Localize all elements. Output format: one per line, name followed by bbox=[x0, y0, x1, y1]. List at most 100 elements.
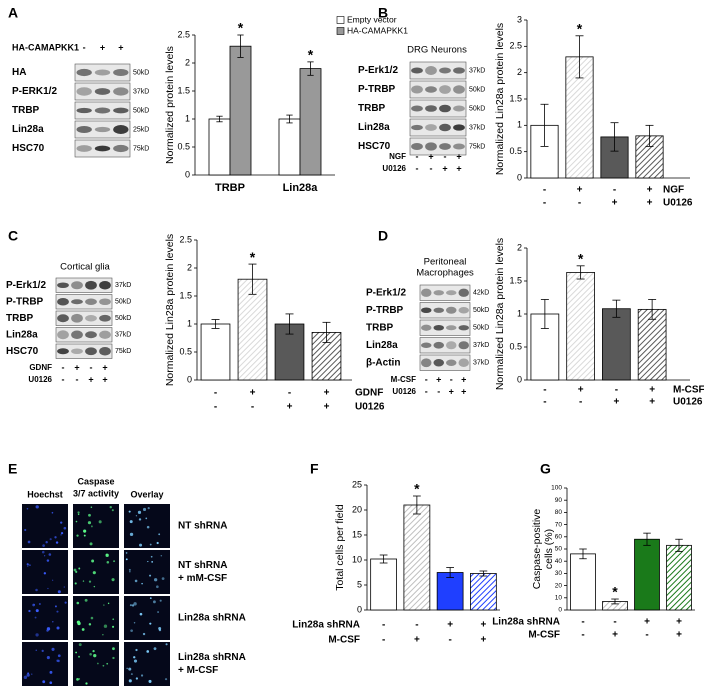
treatment-sign: + bbox=[436, 374, 441, 384]
blot-row-label: TRBP bbox=[358, 103, 386, 114]
cell-dot bbox=[135, 515, 138, 517]
cell-dot bbox=[113, 560, 116, 563]
blot-row-label: P-TRBP bbox=[366, 305, 404, 316]
condition-label: GDNF bbox=[355, 388, 383, 399]
blot-size: 50kD bbox=[473, 307, 489, 314]
blot-size: 50kD bbox=[473, 325, 489, 332]
y-tick-label: 0.5 bbox=[177, 141, 190, 151]
y-tick-label: 2.5 bbox=[177, 29, 190, 39]
cell-dot bbox=[41, 649, 44, 653]
y-axis-label: Caspase-positive bbox=[531, 509, 543, 590]
blot-band bbox=[433, 358, 444, 367]
blot-band bbox=[446, 341, 457, 350]
image-row-label: Lin28a shRNA bbox=[178, 652, 246, 663]
blot-band bbox=[421, 288, 432, 297]
bar bbox=[634, 538, 660, 611]
condition-sign: + bbox=[414, 635, 420, 646]
cell-dot bbox=[129, 571, 131, 573]
image-row-label: + M-CSF bbox=[178, 665, 218, 676]
blot-band bbox=[458, 341, 469, 350]
blot-size: 75kD bbox=[469, 143, 485, 150]
condition-sign: - bbox=[579, 397, 582, 408]
cell-dot bbox=[112, 656, 115, 660]
cell-dot bbox=[81, 628, 85, 631]
cell-dot bbox=[63, 526, 67, 530]
blot-band bbox=[85, 315, 97, 322]
significance-mark: * bbox=[578, 251, 584, 267]
condition-sign: + bbox=[324, 388, 330, 399]
significance-mark: * bbox=[238, 20, 244, 36]
treatment-sign: - bbox=[90, 362, 93, 372]
blot-row-label: TRBP bbox=[12, 105, 40, 116]
cell-dot bbox=[158, 533, 161, 536]
blot-band bbox=[57, 297, 69, 306]
condition-sign: - bbox=[543, 397, 546, 408]
condition-sign: + bbox=[480, 620, 486, 631]
condition-sign: - bbox=[382, 620, 385, 631]
treatment-sign: + bbox=[100, 42, 105, 52]
cell-dot bbox=[49, 670, 53, 674]
treatment-sign: + bbox=[74, 362, 79, 372]
cell-dot bbox=[78, 567, 81, 570]
blot-band bbox=[453, 105, 465, 112]
cell-dot bbox=[78, 643, 82, 647]
blot-band bbox=[446, 359, 457, 366]
cell-dot bbox=[47, 587, 49, 590]
cell-dot bbox=[89, 652, 92, 656]
blot-band bbox=[99, 314, 111, 322]
panel-letter: C bbox=[8, 228, 18, 244]
cell-dot bbox=[153, 647, 157, 651]
cell-dot bbox=[111, 578, 115, 582]
cell-dot bbox=[142, 632, 146, 636]
error-bar bbox=[576, 265, 585, 280]
condition-sign: - bbox=[415, 620, 418, 631]
cell-dot bbox=[26, 563, 29, 566]
legend-swatch bbox=[336, 27, 345, 35]
blot-band bbox=[71, 330, 83, 339]
cell-dot bbox=[130, 673, 133, 676]
cell-dot bbox=[93, 585, 96, 588]
error-bar bbox=[237, 34, 244, 58]
bar bbox=[602, 308, 631, 381]
blot-band bbox=[99, 347, 111, 356]
cell-dot bbox=[149, 543, 152, 546]
blot-band bbox=[113, 107, 129, 114]
blot-band bbox=[458, 307, 469, 314]
cell-dot bbox=[151, 561, 154, 563]
panel-letter: D bbox=[378, 228, 388, 244]
error-bar bbox=[611, 598, 619, 605]
cell-dot bbox=[126, 667, 128, 670]
blot-row-label: Lin28a bbox=[6, 329, 38, 340]
condition-sign: - bbox=[214, 402, 217, 413]
blot-band bbox=[433, 324, 444, 331]
error-bar bbox=[307, 61, 314, 76]
cell-dot bbox=[33, 603, 35, 606]
blot-band bbox=[113, 125, 129, 134]
cell-dot bbox=[35, 649, 38, 651]
blot-band bbox=[76, 145, 92, 152]
cell-dot bbox=[90, 525, 93, 528]
blot-size: 37kD bbox=[115, 332, 131, 339]
condition-sign: + bbox=[676, 630, 682, 641]
blot-row-label: P-Erk1/2 bbox=[6, 280, 46, 291]
cell-dot bbox=[147, 506, 150, 510]
blot-band bbox=[99, 281, 111, 290]
blot-band bbox=[446, 306, 457, 314]
condition-sign: - bbox=[543, 185, 546, 196]
cell-dot bbox=[102, 664, 105, 667]
cell-dot bbox=[139, 612, 143, 616]
cell-dot bbox=[89, 542, 93, 546]
blot-row-label: Lin28a bbox=[358, 122, 390, 133]
cell-dot bbox=[57, 590, 61, 594]
blot-size: 50kD bbox=[115, 315, 131, 322]
y-tick-label: 2 bbox=[517, 242, 522, 252]
blot-band bbox=[71, 281, 83, 290]
treatment-sign: - bbox=[76, 374, 79, 384]
cell-dot bbox=[145, 517, 148, 520]
cell-dot bbox=[137, 510, 142, 514]
cell-dot bbox=[133, 602, 137, 606]
micrograph bbox=[22, 642, 68, 686]
blot-band bbox=[458, 288, 469, 297]
blot-band bbox=[94, 126, 111, 133]
y-tick-label: 1 bbox=[187, 318, 192, 328]
